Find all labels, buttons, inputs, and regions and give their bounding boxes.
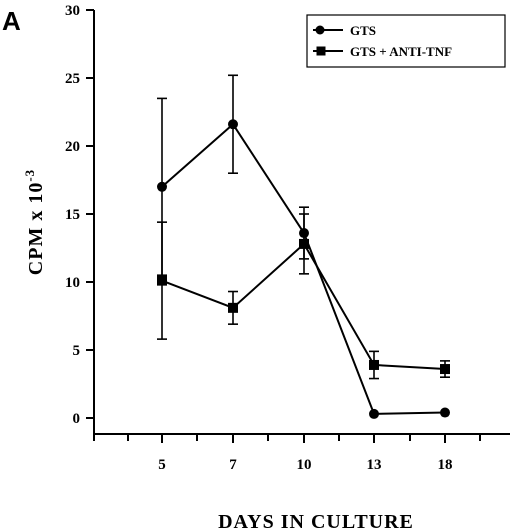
y-axis-title-main: CPM x 10 — [25, 182, 47, 276]
y-tick-label: 5 — [73, 343, 81, 359]
y-tick-label: 15 — [65, 207, 80, 223]
series-layer — [157, 74, 450, 419]
data-point-anti-tnf — [228, 302, 238, 313]
legend: GTS GTS + ANTI-TNF — [306, 14, 506, 68]
legend-label-gts: GTS — [350, 23, 376, 38]
data-point-gts — [228, 119, 238, 130]
x-tick-label: 7 — [229, 457, 237, 473]
legend-label-anti-tnf: GTS + ANTI-TNF — [350, 44, 452, 59]
x-tick-label: 10 — [297, 457, 312, 473]
y-tick-label: 25 — [65, 71, 80, 87]
legend-box — [306, 14, 506, 68]
x-axis-title: DAYS IN CULTURE — [218, 511, 414, 532]
y-axis-title: CPM x 10-3 — [22, 169, 47, 275]
x-tick-label: 5 — [158, 457, 166, 473]
data-point-anti-tnf — [440, 364, 450, 375]
y-axis-title-exponent: -3 — [22, 169, 37, 182]
x-ticks: 5 7 10 13 18 — [93, 434, 481, 473]
data-point-gts — [369, 408, 379, 419]
data-point-anti-tnf — [369, 359, 379, 370]
data-point-gts — [157, 181, 167, 192]
data-point-anti-tnf — [157, 275, 167, 286]
data-point-anti-tnf — [299, 238, 309, 249]
plot-area — [93, 10, 510, 435]
panel-label: A — [2, 6, 21, 36]
legend-marker-anti-tnf — [316, 46, 326, 56]
data-point-gts — [440, 407, 450, 418]
y-tick-label: 10 — [65, 275, 80, 291]
x-tick-label: 18 — [438, 457, 453, 473]
y-ticks: 0 5 10 15 20 25 30 — [65, 3, 94, 427]
y-tick-label: 20 — [65, 139, 80, 155]
x-tick-label: 13 — [367, 457, 382, 473]
legend-marker-gts — [315, 25, 325, 35]
y-tick-label: 0 — [73, 411, 81, 427]
y-tick-label: 30 — [65, 3, 80, 19]
